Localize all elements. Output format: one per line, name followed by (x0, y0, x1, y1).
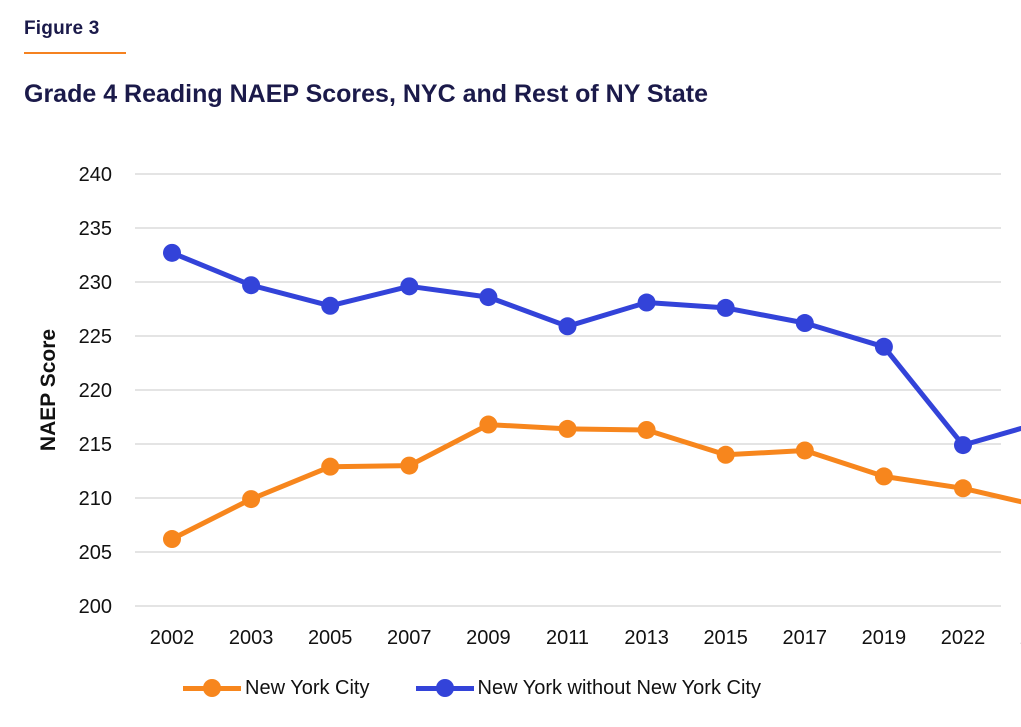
data-point (321, 457, 340, 476)
legend-label: New York without New York City (477, 676, 761, 699)
y-tick-label: 235 (79, 218, 112, 240)
grid-lines (135, 173, 1001, 607)
data-point (637, 293, 656, 312)
x-tick-label: 2009 (466, 627, 511, 649)
y-tick-label: 240 (79, 164, 112, 186)
data-point (874, 467, 893, 486)
x-tick-label: 2024 (1020, 627, 1021, 649)
y-tick-label: 210 (79, 488, 112, 510)
y-tick-label: 220 (79, 380, 112, 402)
legend-swatch (183, 676, 241, 700)
line-chart: 200 205 210 215 220 225 230 235 240 2002 2003 2005… (37, 164, 1021, 649)
x-tick-label: 2003 (229, 627, 274, 649)
series-line (169, 422, 1021, 542)
data-point (954, 436, 972, 455)
chart-title: Grade 4 Reading NAEP Scores, NYC and Res… (24, 80, 708, 108)
x-tick-label: 2005 (308, 627, 353, 649)
y-tick-label: 230 (79, 272, 112, 294)
y-tick-label: 200 (79, 596, 112, 618)
data-point (479, 415, 498, 434)
x-tick-labels: 2002 2003 2005 2007 2009 2011 2013 2015 2017 2019… (150, 627, 1021, 649)
figure-label-underline (24, 52, 126, 54)
data-point (637, 420, 656, 439)
x-tick-label: 2019 (862, 627, 907, 649)
x-tick-label: 2011 (546, 627, 589, 649)
data-point (874, 337, 893, 356)
y-tick-label: 225 (79, 326, 112, 348)
y-tick-label: 205 (79, 542, 112, 564)
series-1 (163, 415, 1021, 549)
data-point (400, 456, 419, 475)
x-tick-label: 2017 (783, 627, 828, 649)
series-lines (163, 243, 1021, 549)
data-point (242, 276, 261, 295)
legend-marker (435, 679, 454, 697)
data-point (716, 445, 735, 464)
series-line (169, 250, 1021, 448)
legend: New York City New York without New York C… (183, 676, 807, 700)
x-tick-label: 2013 (624, 627, 669, 649)
legend-marker (203, 679, 221, 697)
legend-label: New York City (245, 676, 370, 699)
data-point (558, 317, 577, 336)
x-tick-label: 2022 (941, 627, 986, 649)
data-point (954, 479, 972, 498)
y-tick-label: 215 (79, 434, 112, 456)
x-tick-label: 2007 (387, 627, 432, 649)
legend-swatch (415, 676, 474, 700)
data-point (479, 288, 498, 307)
data-point (242, 490, 261, 509)
data-point (558, 419, 577, 438)
x-tick-label: 2015 (703, 627, 748, 649)
series-2 (163, 243, 1021, 455)
x-tick-label: 2002 (150, 627, 195, 649)
y-tick-labels: 200 205 210 215 220 225 230 235 240 (79, 164, 112, 618)
data-point (795, 441, 814, 460)
data-point (716, 298, 735, 317)
figure-label: Figure 3 (24, 18, 100, 39)
y-axis-label: NAEP Score (37, 329, 60, 451)
data-point (400, 277, 419, 296)
data-point (163, 243, 181, 262)
data-point (321, 296, 340, 315)
data-point (795, 314, 814, 333)
data-point (163, 530, 181, 549)
legend-item: New York City (183, 676, 370, 700)
legend-item: New York without New York City (415, 676, 761, 700)
